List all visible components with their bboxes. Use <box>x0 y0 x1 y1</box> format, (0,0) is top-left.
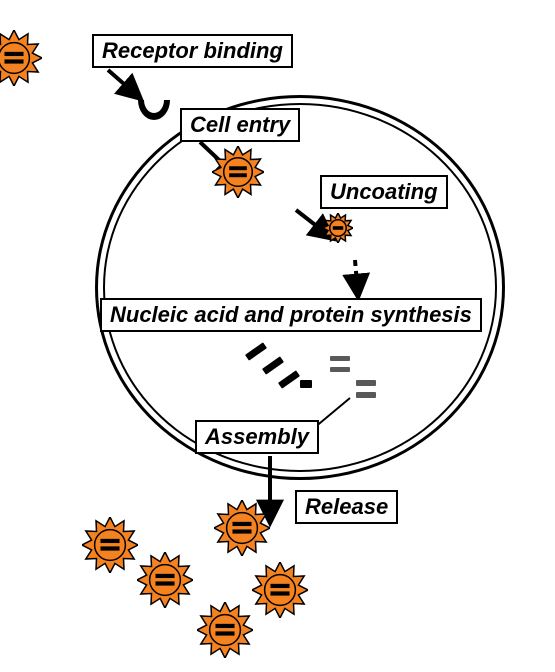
virus-icon <box>82 517 138 573</box>
fragment <box>330 367 350 372</box>
virus-icon <box>214 500 270 556</box>
virus-icon <box>212 146 264 198</box>
label-synthesis: Nucleic acid and protein synthesis <box>100 298 482 332</box>
fragment <box>356 380 376 386</box>
label-release: Release <box>295 490 398 524</box>
virus-icon <box>323 213 353 243</box>
arrow <box>355 260 358 296</box>
label-assembly: Assembly <box>195 420 319 454</box>
label-receptor-binding: Receptor binding <box>92 34 293 68</box>
virus-icon <box>0 30 42 86</box>
virus-icon <box>252 562 308 618</box>
fragment <box>356 392 376 398</box>
diagram-stage: Receptor binding Cell entry Uncoating Nu… <box>0 0 555 672</box>
fragment <box>300 380 312 388</box>
fragment <box>330 356 350 361</box>
label-uncoating: Uncoating <box>320 175 448 209</box>
label-cell-entry: Cell entry <box>180 108 300 142</box>
virus-icon <box>197 602 253 658</box>
virus-icon <box>137 552 193 608</box>
arrow <box>108 70 140 98</box>
